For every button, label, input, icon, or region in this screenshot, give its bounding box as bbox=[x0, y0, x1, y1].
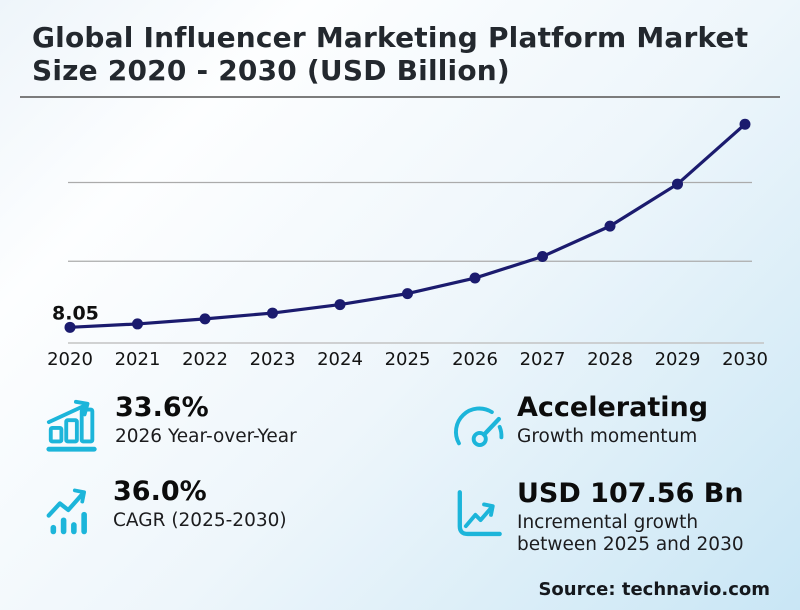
gauge-icon bbox=[454, 406, 504, 448]
stat-incremental-value: USD 107.56 Bn bbox=[517, 478, 744, 509]
stat-cagr-label: CAGR (2025-2030) bbox=[113, 510, 287, 532]
stat-yoy-value: 33.6% bbox=[115, 392, 209, 423]
axes-growth-icon bbox=[457, 490, 502, 537]
page-title-line2: Size 2020 - 2030 (USD Billion) bbox=[32, 53, 510, 87]
svg-text:8.05: 8.05 bbox=[52, 302, 99, 324]
svg-text:2028: 2028 bbox=[587, 349, 633, 370]
stat-momentum: Accelerating Growth momentum bbox=[452, 392, 709, 452]
title-divider bbox=[20, 96, 780, 98]
bar-growth-icon bbox=[46, 399, 97, 452]
svg-text:2030: 2030 bbox=[722, 349, 768, 370]
svg-text:2027: 2027 bbox=[520, 349, 566, 370]
page-title-line1: Global Influencer Marketing Platform Mar… bbox=[32, 21, 749, 54]
stat-yoy-label: 2026 Year-over-Year bbox=[115, 426, 297, 448]
svg-text:2020: 2020 bbox=[47, 349, 93, 370]
svg-text:2025: 2025 bbox=[385, 349, 431, 370]
stat-yoy: 33.6% 2026 Year-over-Year bbox=[44, 392, 297, 454]
svg-text:2024: 2024 bbox=[317, 349, 363, 370]
svg-text:2021: 2021 bbox=[115, 349, 161, 370]
stat-momentum-label: Growth momentum bbox=[517, 426, 698, 448]
trend-bars-icon bbox=[46, 488, 87, 535]
stat-cagr: 36.0% CAGR (2025-2030) bbox=[44, 476, 287, 538]
stat-incremental-label: Incremental growth between 2025 and 2030 bbox=[517, 512, 744, 556]
svg-text:2022: 2022 bbox=[182, 349, 228, 370]
svg-text:2023: 2023 bbox=[250, 349, 296, 370]
stat-momentum-value: Accelerating bbox=[517, 392, 709, 423]
source-credit: Source: technavio.com bbox=[538, 579, 770, 600]
stat-incremental: USD 107.56 Bn Incremental growth between… bbox=[452, 478, 745, 556]
page-title: Global Influencer Marketing Platform Mar… bbox=[32, 21, 760, 88]
svg-text:2026: 2026 bbox=[452, 349, 498, 370]
svg-text:2029: 2029 bbox=[655, 349, 701, 370]
market-size-line-chart: 8.05 2020 2021 2022 2023 2024 2025 2026 2027 2028… bbox=[47, 118, 768, 370]
stat-cagr-value: 36.0% bbox=[113, 476, 207, 507]
